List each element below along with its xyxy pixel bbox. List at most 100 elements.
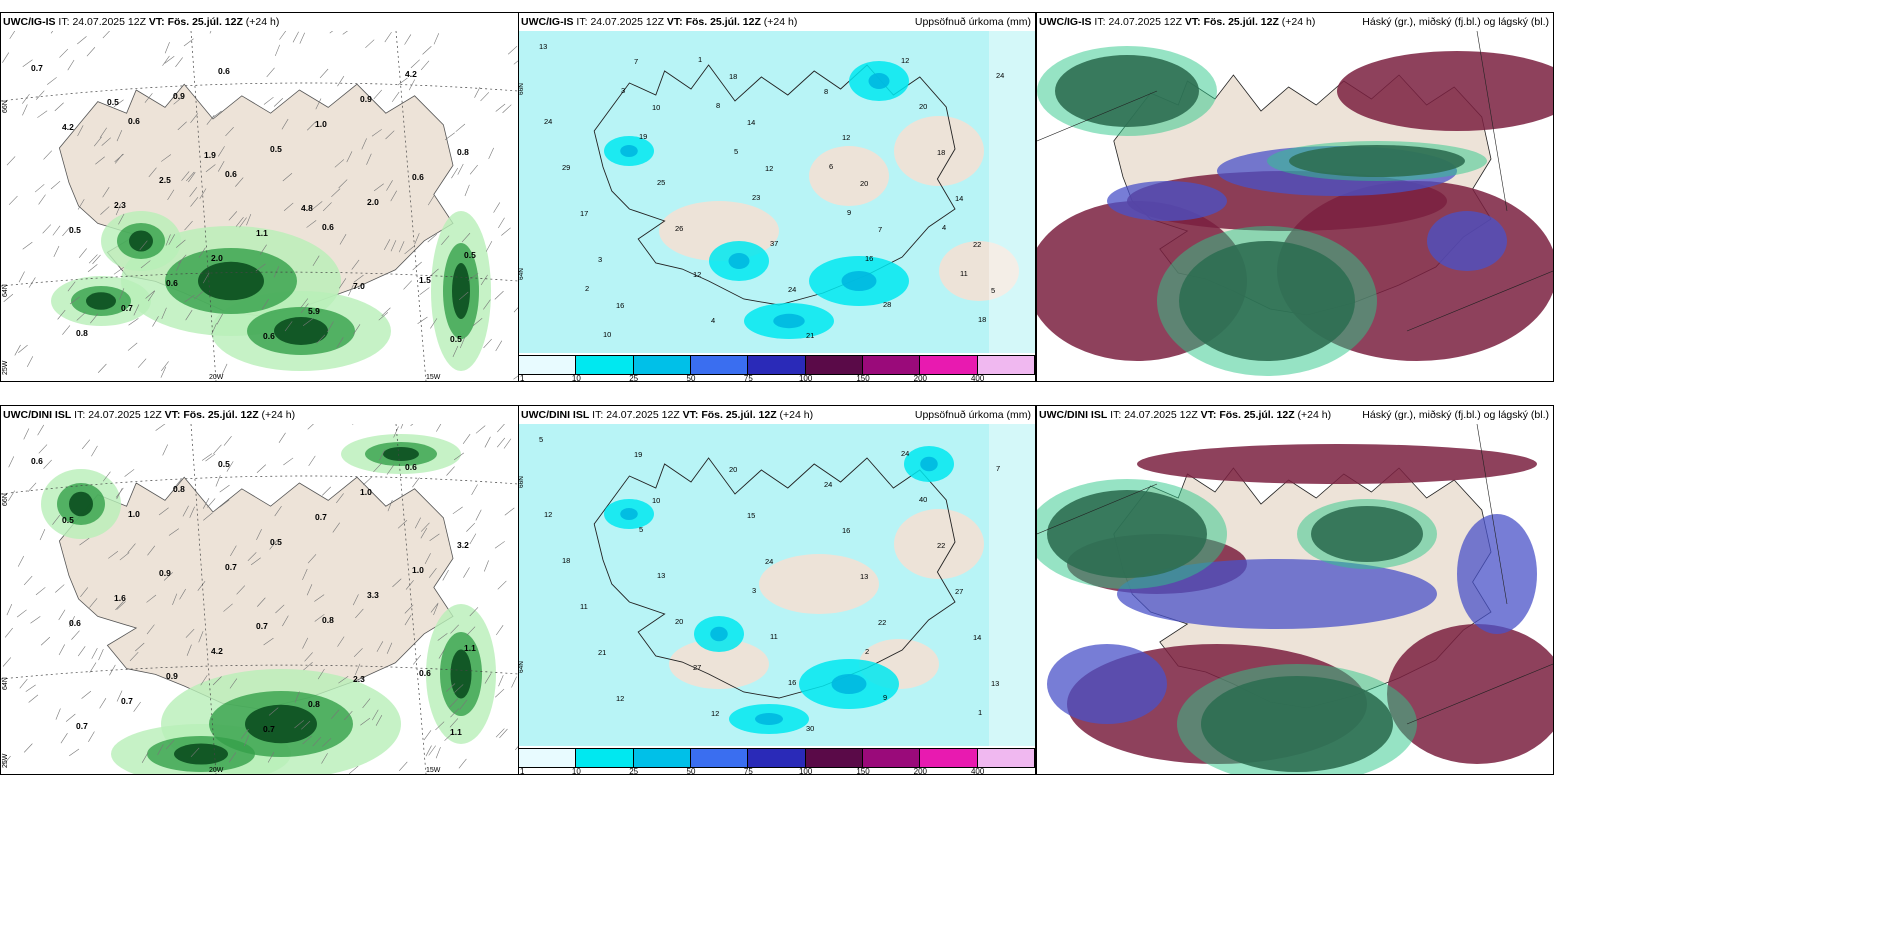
wind-barb xyxy=(197,580,206,591)
precip-background xyxy=(519,31,1035,353)
wind-barb xyxy=(28,694,39,703)
wind-barb xyxy=(339,234,347,245)
colorbar-label: 200 xyxy=(913,767,928,775)
wind-barb xyxy=(312,201,323,210)
precip-value-label: 0.5 xyxy=(218,459,230,469)
colorbar-swatch xyxy=(748,356,806,374)
wind-barb xyxy=(22,59,33,67)
wind-barb xyxy=(423,730,432,741)
precip-value-label: 24 xyxy=(544,117,552,126)
colorbar-swatches xyxy=(519,355,1035,375)
wind-barb xyxy=(292,31,299,43)
wind-barb xyxy=(386,180,393,191)
graticule-meridian xyxy=(395,30,427,381)
precip-value-label: 20 xyxy=(919,102,927,111)
wind-barb xyxy=(433,33,440,45)
precip-map: 5 10 24 22 13 19 15 13 14 12 20 16 27 21 12 24 22 11 27 30 4… xyxy=(519,424,1035,746)
wind-barb xyxy=(346,151,353,163)
wind-barb xyxy=(77,646,86,657)
colorbar-swatch xyxy=(576,749,634,767)
wind-barb xyxy=(256,528,262,541)
precip-title: Uppsöfnuð úrkoma (mm) xyxy=(914,409,1031,421)
precip-value-label: 7 xyxy=(878,225,882,234)
wind-barb xyxy=(185,628,195,638)
wind-barb xyxy=(495,728,505,738)
high-cloud-area xyxy=(1311,506,1423,562)
wind-barb xyxy=(102,187,110,198)
wind-barb xyxy=(133,304,140,316)
wind-barb xyxy=(198,631,204,643)
wind-barb xyxy=(495,625,504,636)
wind-barb xyxy=(302,568,308,581)
wind-barb xyxy=(274,44,281,57)
wind-barb xyxy=(3,293,14,303)
wind-barb xyxy=(428,568,437,578)
mid-cloud-area xyxy=(1137,444,1537,484)
wind-barb xyxy=(47,77,57,85)
wind-barb xyxy=(430,318,438,329)
wind-barb xyxy=(457,163,464,175)
wind-barb xyxy=(420,522,430,532)
heavy-precip-area xyxy=(245,704,317,744)
wind-barb xyxy=(312,737,322,747)
precip-value-label: 0.5 xyxy=(464,250,476,260)
wind-barb xyxy=(483,560,489,572)
dry-area xyxy=(894,509,984,579)
wind-barb xyxy=(219,484,230,493)
wind-barb xyxy=(362,476,373,486)
precip-value-label: 1.9 xyxy=(204,150,216,160)
precip-value-label: 18 xyxy=(937,148,945,157)
wind-barb xyxy=(89,662,97,673)
wind-barb xyxy=(283,457,294,466)
precip-value-label: 3 xyxy=(752,586,756,595)
precip-value-label: 0.6 xyxy=(419,668,431,678)
wind-barb xyxy=(459,699,468,710)
wind-barb xyxy=(207,498,216,508)
wind-barb xyxy=(8,195,18,205)
wind-barb xyxy=(175,57,183,68)
wind-barb xyxy=(485,240,493,252)
wind-barb xyxy=(211,323,217,335)
high-cloud-area xyxy=(1201,676,1393,772)
precip-value-label: 2.5 xyxy=(159,175,171,185)
wind-barb xyxy=(219,499,230,508)
wind-barb xyxy=(314,614,325,622)
wind-barb xyxy=(304,652,313,662)
wind-barb xyxy=(30,616,41,624)
wind-barb xyxy=(113,99,124,108)
wind-barb xyxy=(469,607,479,617)
wind-barb xyxy=(228,211,238,221)
wind-barb xyxy=(466,522,476,532)
precip-value-label: 2.3 xyxy=(114,200,126,210)
wind-barb xyxy=(115,601,124,611)
wind-barb xyxy=(34,184,45,193)
wind-barb xyxy=(458,758,467,769)
wind-barb xyxy=(116,690,123,702)
grid-label-64n: 64N xyxy=(519,268,525,280)
dry-area xyxy=(894,116,984,186)
wind-barb xyxy=(4,627,13,638)
wind-barb xyxy=(281,118,289,130)
wind-barb xyxy=(140,260,151,269)
heavy-precip-area xyxy=(174,743,228,765)
wind-barb xyxy=(188,172,196,183)
precip-value-label: 0.6 xyxy=(31,456,43,466)
wind-barb xyxy=(503,438,512,449)
precip-value-label: 22 xyxy=(878,618,886,627)
wind-barb xyxy=(190,113,199,123)
precip-value-label: 0.9 xyxy=(360,94,372,104)
wind-barb xyxy=(314,594,325,602)
wind-barb xyxy=(69,296,80,305)
precip-value-label: 13 xyxy=(991,679,999,688)
precip-value-label: 12 xyxy=(616,694,624,703)
wind-barb xyxy=(410,59,420,69)
heavy-precip-area xyxy=(868,73,890,89)
wind-barb xyxy=(205,164,216,173)
wind-barb xyxy=(148,167,157,178)
precip-value-label: 27 xyxy=(955,587,963,596)
wind-barb xyxy=(353,324,361,335)
precip-value-label: 0.7 xyxy=(256,621,268,631)
wind-barb xyxy=(427,194,435,206)
wind-barb xyxy=(294,720,304,729)
colorbar-swatch xyxy=(862,749,921,767)
